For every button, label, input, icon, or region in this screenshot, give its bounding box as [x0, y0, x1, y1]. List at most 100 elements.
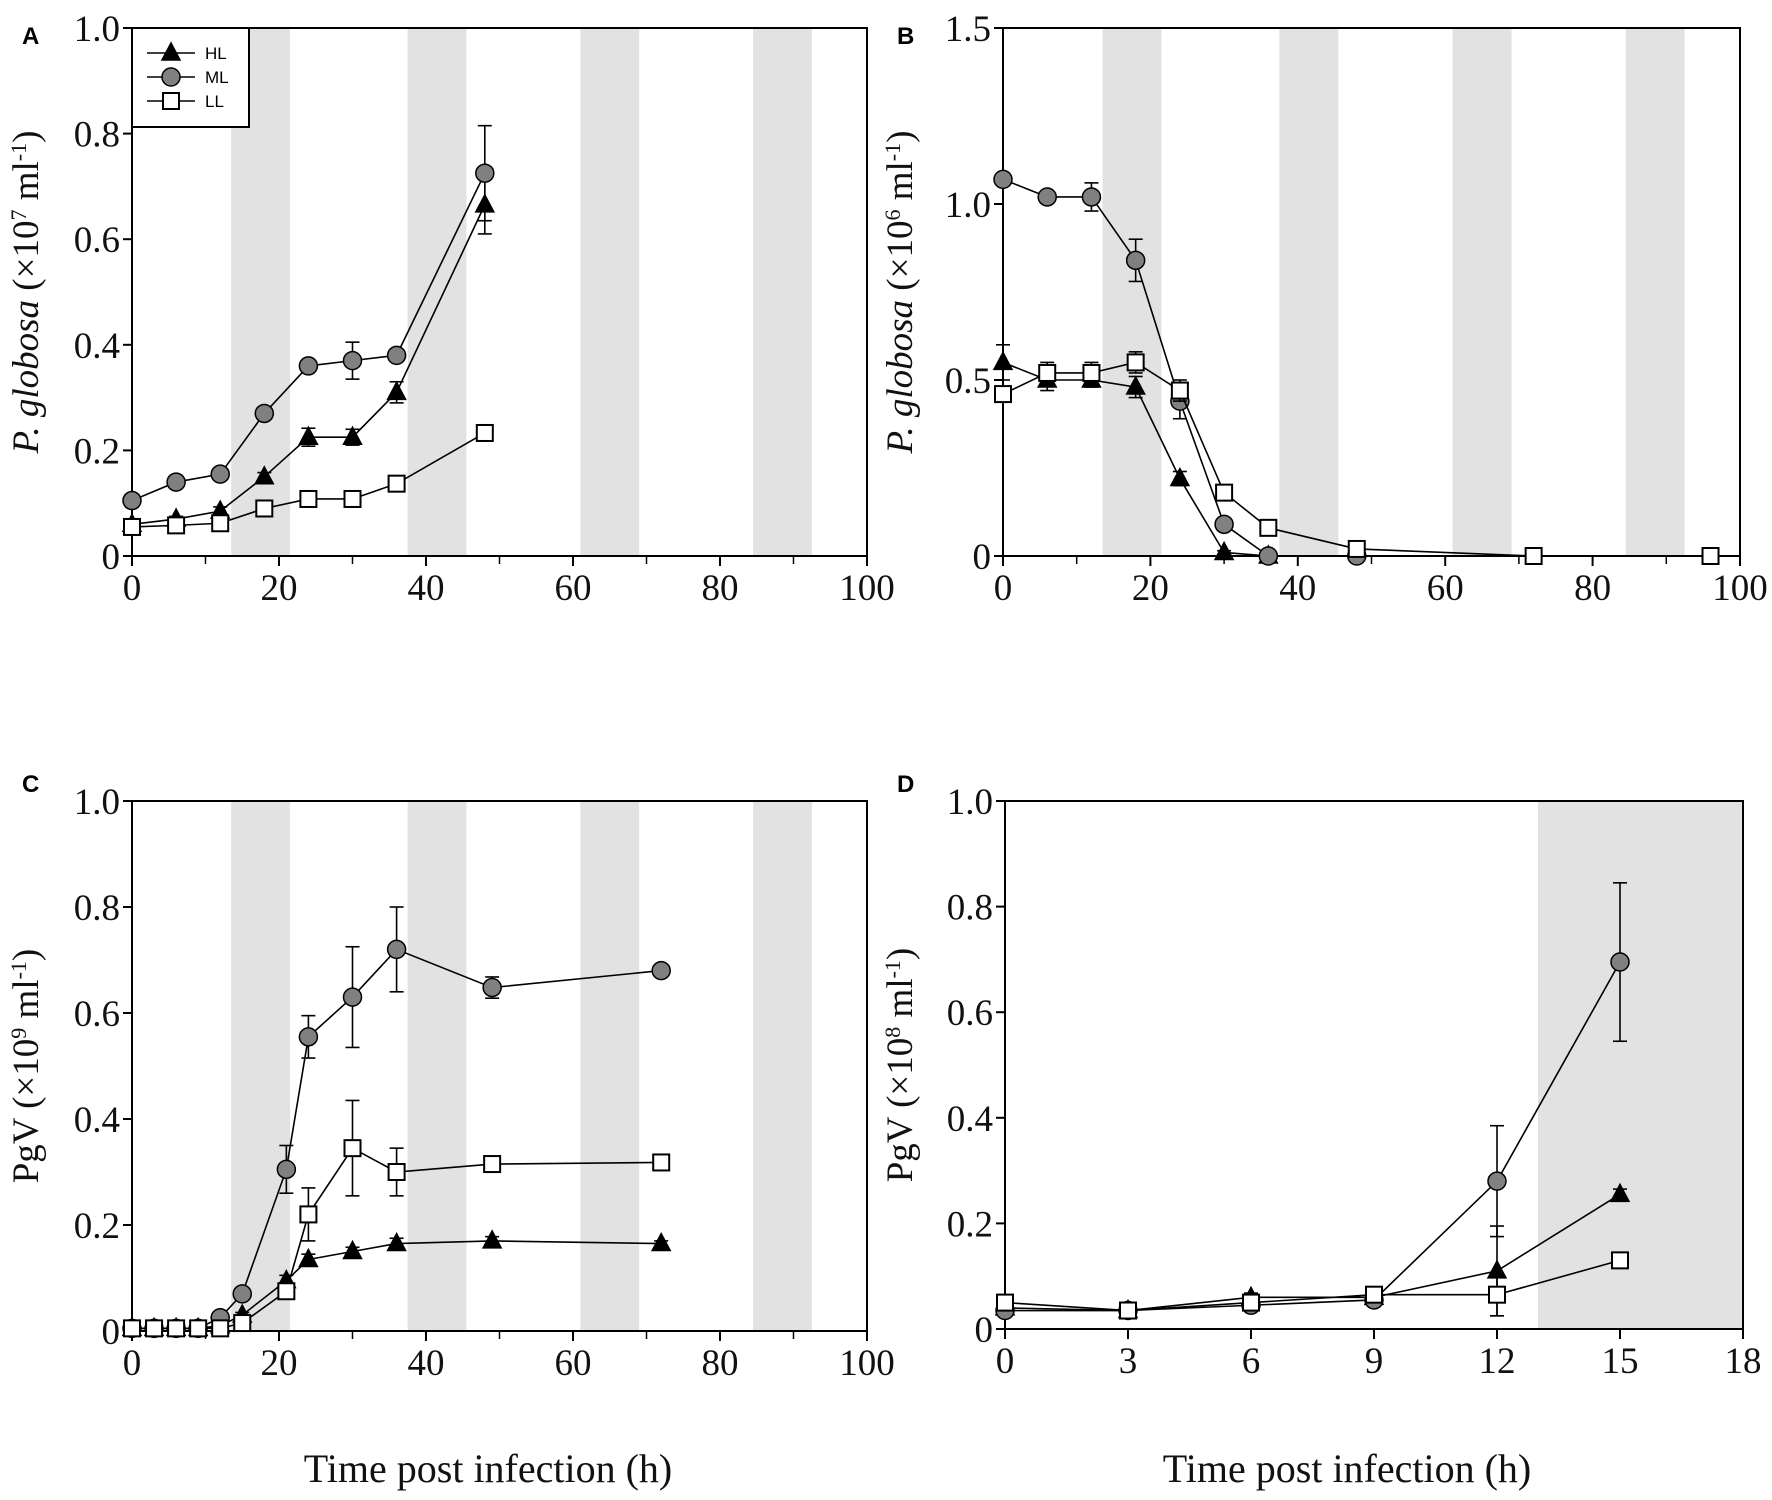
data-point-LL	[1611, 1251, 1629, 1270]
y-tick-label: 1.0	[74, 782, 120, 823]
data-point-HL	[298, 1247, 319, 1268]
y-axis-label-italic: P. globosa	[6, 300, 47, 455]
data-point-HL	[1609, 1182, 1631, 1203]
x-tick-label: 15	[1602, 1341, 1639, 1382]
data-point-ML	[482, 977, 502, 998]
data-point-LL	[1488, 1285, 1506, 1304]
series-LL	[996, 1251, 1629, 1320]
data-point-ML	[1610, 952, 1630, 972]
dark-period-band	[1538, 801, 1743, 1329]
y-axis-label: P. globosa (×106 ml-1)	[880, 131, 922, 455]
dark-period-band	[407, 28, 467, 556]
x-tick-label: 40	[408, 1343, 445, 1384]
panel-d: 0 3 6 9 12 15 18 0 0.2 0.4 0.6 0.8 1.0 PgV (×108 ml-1…	[880, 771, 1762, 1491]
data-point-ML	[342, 350, 363, 371]
y-tick-label: 0	[102, 1312, 121, 1353]
data-point-LL	[123, 1319, 141, 1338]
data-point-HL	[298, 425, 319, 445]
data-point-LL	[211, 1319, 230, 1338]
data-point-ML	[254, 403, 275, 424]
data-point-HL	[992, 350, 1014, 371]
data-point-LL	[189, 1319, 208, 1338]
data-point-ML	[210, 464, 230, 484]
data-point-ML	[386, 939, 407, 960]
y-axis-label-exponent: 7	[6, 210, 31, 221]
y-axis-label-text: ml	[6, 979, 47, 1027]
data-point-LL	[299, 1205, 318, 1224]
data-point-LL	[1365, 1285, 1383, 1304]
data-point-LL	[652, 1153, 671, 1172]
x-tick-label: 80	[702, 1343, 739, 1384]
y-axis-label-exponent: -1	[6, 961, 31, 979]
panel-b: 0 20 40 60 80 100 0 0.5 1.0 1.5 P. globosa (×106 m…	[880, 9, 1768, 609]
y-axis-label: P. globosa (×107 ml-1)	[6, 131, 48, 455]
series-line-LL	[1002, 361, 1711, 557]
panel-label: D	[897, 771, 914, 798]
data-point-LL	[343, 1139, 362, 1158]
data-point-HL	[1125, 375, 1146, 395]
data-point-ML	[1037, 187, 1057, 207]
data-point-LL	[1170, 381, 1189, 400]
y-tick-label: 0.2	[947, 1204, 993, 1245]
panel-a: 0 20 40 60 80 100 0 0.2 0.4 0.6 0.8 1.0 P. globosa (…	[6, 9, 895, 609]
panel-label: A	[22, 23, 39, 50]
y-axis-label-exponent: -1	[880, 960, 905, 978]
dark-period-band	[1625, 28, 1685, 556]
data-point-LL	[167, 1319, 186, 1338]
y-tick-label: 0.6	[74, 994, 120, 1035]
y-tick-label: 0.6	[74, 220, 120, 261]
data-point-LL	[483, 1155, 502, 1174]
data-point-LL	[1524, 547, 1543, 565]
series-HL	[994, 1182, 1631, 1319]
data-point-LL	[1119, 1301, 1137, 1320]
dark-period-band	[580, 28, 640, 556]
y-axis-label-exponent: -1	[880, 143, 905, 161]
x-axis-title: Time post infection (h)	[1163, 1446, 1532, 1491]
y-axis-label-exponent: 8	[880, 1027, 905, 1038]
y-axis-label-text: PgV (×10	[6, 1039, 47, 1184]
y-tick-label: 0	[102, 537, 121, 578]
x-tick-label: 80	[1574, 568, 1611, 609]
series-LL	[994, 351, 1720, 565]
legend-label: ML	[205, 68, 229, 87]
data-point-LL	[1082, 363, 1101, 382]
y-tick-label: 0.6	[947, 993, 993, 1034]
x-tick-label: 60	[555, 1343, 592, 1384]
x-tick-label: 100	[839, 1343, 895, 1384]
panel-label: C	[22, 771, 39, 798]
data-point-LL	[343, 489, 362, 508]
x-tick-label: 20	[261, 568, 298, 609]
data-point-HL	[342, 1239, 363, 1260]
y-tick-label: 1.0	[947, 782, 993, 823]
data-point-LL	[387, 1163, 406, 1181]
y-tick-label: 0.4	[74, 1100, 120, 1141]
x-axis-title: Time post infection (h)	[304, 1446, 673, 1491]
data-point-ML	[298, 1027, 319, 1047]
y-axis-label-text: ml	[6, 161, 47, 209]
data-point-HL	[481, 1229, 503, 1249]
y-axis-label: PgV (×108 ml-1)	[880, 948, 922, 1183]
legend-marker-ML	[161, 67, 181, 87]
data-point-HL	[650, 1231, 672, 1252]
dark-period-band	[753, 28, 812, 556]
y-tick-label: 0.8	[74, 888, 120, 929]
x-tick-label: 0	[123, 568, 142, 609]
x-tick-label: 60	[1427, 568, 1464, 609]
y-tick-label: 0.4	[74, 326, 120, 367]
x-tick-label: 6	[1242, 1341, 1261, 1382]
data-point-HL	[342, 425, 363, 445]
y-tick-label: 1.5	[945, 9, 991, 50]
data-point-HL	[386, 1231, 407, 1252]
panel-label: B	[897, 23, 914, 50]
series-line-ML	[1005, 961, 1621, 1312]
data-point-LL	[475, 423, 494, 442]
y-axis-label-text: )	[880, 131, 921, 143]
data-point-HL	[1169, 466, 1191, 487]
y-axis-label: PgV (×109 ml-1)	[6, 949, 48, 1184]
y-axis-label-text: )	[880, 948, 921, 960]
y-tick-label: 0.4	[947, 1099, 993, 1140]
y-tick-label: 1.0	[74, 9, 120, 50]
y-tick-label: 0.5	[945, 361, 991, 402]
y-tick-label: 0	[975, 1310, 994, 1351]
y-axis-label-exponent: 6	[880, 210, 905, 221]
